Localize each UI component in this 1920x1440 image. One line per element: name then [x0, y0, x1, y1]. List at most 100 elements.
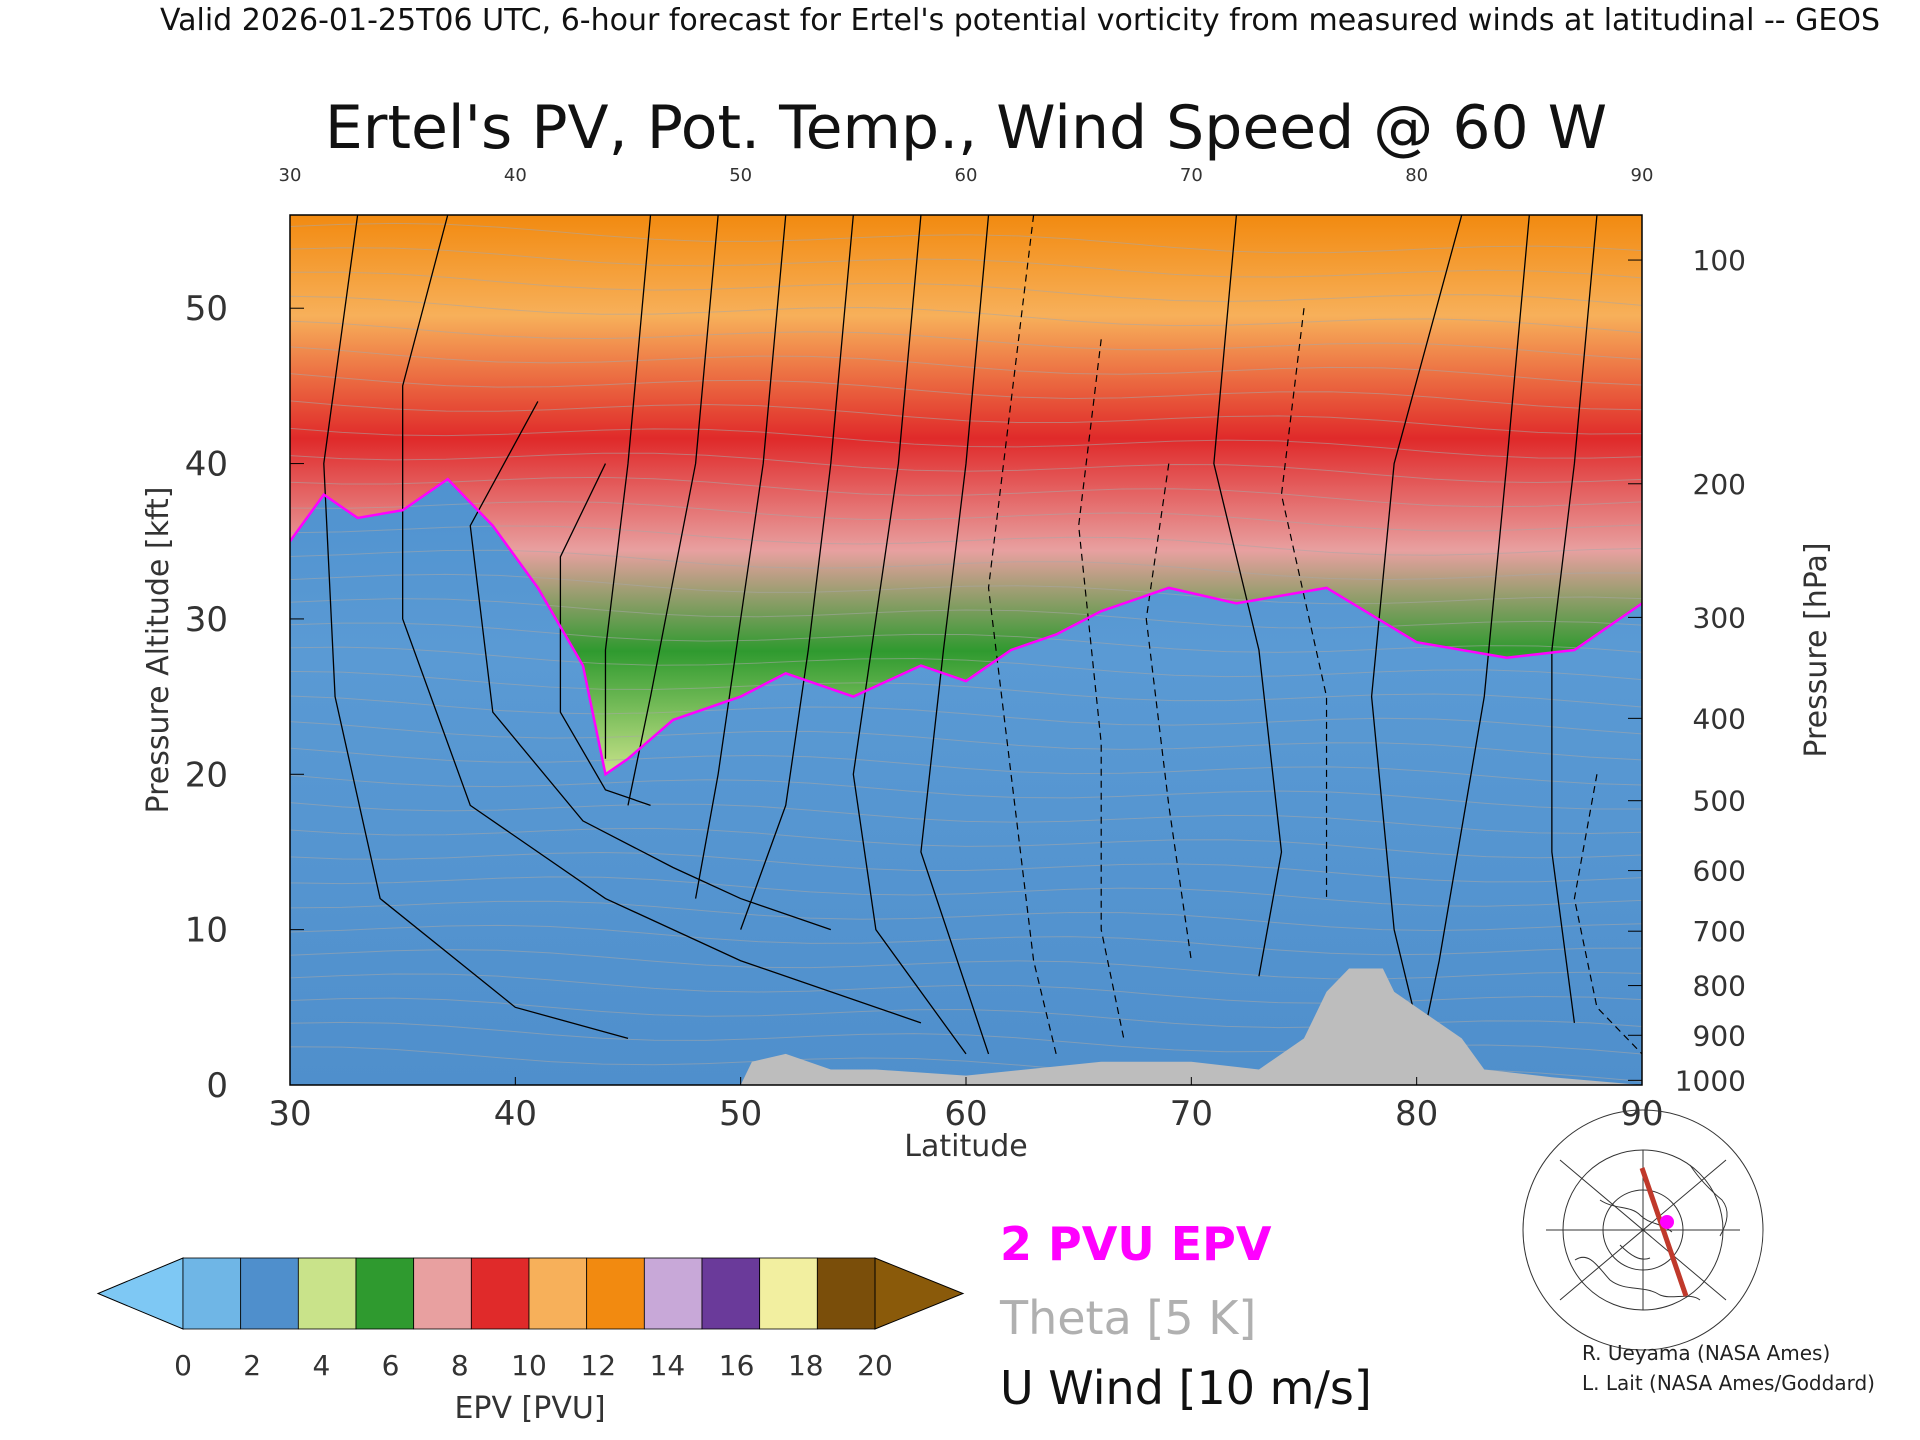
- theta-contour: [290, 573, 1642, 605]
- pressure-tick-label: 800: [1693, 970, 1746, 1003]
- top-tick-label: 30: [279, 165, 302, 186]
- top-tick-label: 50: [729, 165, 752, 186]
- colorbar-tick-label: 16: [719, 1349, 755, 1382]
- theta-contour: [290, 973, 1642, 1004]
- colorbar-swatch: [182, 1257, 242, 1330]
- theta-contour: [290, 695, 1642, 735]
- colorbar-tick-label: 8: [451, 1349, 469, 1382]
- theta-contour: [290, 346, 1642, 386]
- y-tick-label: 40: [185, 445, 228, 485]
- u-wind-contour: [1370, 215, 1463, 1024]
- u-wind-contour: [604, 215, 652, 759]
- pressure-tick-label: 100: [1693, 244, 1746, 277]
- colorbar-swatch: [759, 1257, 818, 1330]
- legend-epv: 2 PVU EPV: [1000, 1217, 1272, 1271]
- theta-contour: [290, 646, 1642, 681]
- y-axis: 0 10 20 30 40 50: [185, 289, 304, 1106]
- theta-contour: [290, 427, 1642, 459]
- theta-contour: [290, 549, 1642, 581]
- colorbar-tick-label: 4: [312, 1349, 330, 1382]
- u-wind-contour: [1551, 215, 1598, 1023]
- theta-contour: [290, 876, 1642, 907]
- colorbar-swatch: [240, 1257, 299, 1330]
- credit-line-1: R. Ueyama (NASA Ames): [1582, 1341, 1830, 1365]
- u-wind-contour: [1213, 215, 1283, 977]
- theta-contour: [290, 598, 1642, 629]
- u-wind-contour: [740, 215, 854, 930]
- u-wind-contour-negative: [1145, 463, 1192, 961]
- u-wind-contour: [1416, 215, 1530, 1070]
- colorbar-swatch: [586, 1257, 645, 1330]
- u-wind-contour: [469, 401, 832, 931]
- colorbar-swatch: [643, 1257, 703, 1330]
- pressure-tick-label: 600: [1693, 855, 1746, 888]
- top-tick-label: 40: [504, 165, 527, 186]
- inset-map: [1522, 1109, 1764, 1351]
- u-wind-contour-negative: [1280, 308, 1328, 899]
- colorbar-swatch: [355, 1257, 415, 1330]
- theta-contour: [290, 774, 1642, 810]
- pressure-tick-label: 300: [1693, 601, 1746, 634]
- colorbar-swatch: [297, 1257, 357, 1330]
- x-tick-label: 40: [494, 1094, 537, 1134]
- u-wind-contours: [323, 215, 1642, 1070]
- pressure-axis: 100 200 300 400 500 600 700 800 900 1000: [1628, 244, 1746, 1097]
- top-tick-label: 60: [955, 165, 978, 186]
- pressure-tick-label: 400: [1693, 702, 1746, 735]
- legend-u-wind: U Wind [10 m/s]: [1000, 1361, 1372, 1415]
- colorbar-tick-label: 20: [857, 1349, 893, 1382]
- pressure-tick-label: 900: [1693, 1019, 1746, 1052]
- theta-contour: [290, 247, 1642, 279]
- y-tick-label: 10: [185, 911, 228, 951]
- x-tick-label: 50: [719, 1094, 762, 1134]
- u-wind-contour: [559, 463, 651, 806]
- epv-colorbar: 0 2 4 6 8 10 12 14 16 18 20: [96, 1257, 965, 1382]
- theta-contour: [290, 373, 1642, 411]
- x-tick-label: 60: [944, 1094, 987, 1134]
- top-tick-label: 90: [1631, 165, 1654, 186]
- theta-contour: [290, 827, 1642, 859]
- x-tick-label: 30: [268, 1094, 311, 1134]
- y2-axis-label: Pressure [hPa]: [1799, 542, 1834, 757]
- u-wind-contour: [323, 215, 629, 1040]
- y-tick-label: 50: [185, 289, 228, 329]
- pressure-tick-label: 700: [1693, 915, 1746, 948]
- top-tick-label: 70: [1180, 165, 1203, 186]
- theta-contour: [290, 747, 1642, 786]
- colorbar-tick-label: 6: [382, 1349, 400, 1382]
- y-tick-label: 30: [185, 600, 228, 640]
- colorbar-tick-label: 12: [580, 1349, 616, 1382]
- theta-contour: [290, 320, 1642, 360]
- terrain-mask: [740, 968, 1642, 1085]
- header-text: Valid 2026-01-25T06 UTC, 6-hour forecast…: [160, 3, 1880, 38]
- colorbar-tick-label: 18: [788, 1349, 824, 1382]
- y-axis-label: Pressure Altitude [kft]: [141, 487, 176, 814]
- theta-contour: [290, 852, 1642, 883]
- theta-contour: [290, 271, 1642, 306]
- theta-contour: [290, 622, 1642, 653]
- u-wind-contour: [402, 215, 922, 1024]
- legend-theta: Theta [5 K]: [999, 1291, 1256, 1345]
- colorbar-swatch: [816, 1257, 876, 1330]
- pv-2-contour: [290, 477, 1642, 777]
- colorbar-tick-label: 2: [243, 1349, 261, 1382]
- colorbar-swatch: [470, 1257, 530, 1330]
- u-wind-contour: [627, 215, 719, 806]
- colorbar-swatch: [701, 1257, 761, 1330]
- colorbar-tick-label: 10: [511, 1349, 547, 1382]
- theta-contour: [290, 802, 1642, 834]
- u-wind-contour-negative: [1078, 339, 1125, 1039]
- u-wind-contour: [920, 215, 990, 1055]
- top-tick-label: 80: [1405, 165, 1428, 186]
- colorbar-label: EPV [PVU]: [454, 1391, 605, 1426]
- pressure-tick-label: 200: [1693, 468, 1746, 501]
- x-axis: 30 40 50 60 70 80 90: [268, 1077, 1664, 1134]
- pressure-tick-label: 500: [1693, 785, 1746, 818]
- theta-contour: [290, 400, 1642, 435]
- x-axis-label: Latitude: [904, 1129, 1027, 1164]
- theta-contour: [290, 476, 1642, 508]
- colorbar-over-arrow: [874, 1257, 965, 1330]
- u-wind-contour: [852, 215, 967, 1055]
- colorbar-under-arrow: [96, 1257, 184, 1330]
- plot-field: [290, 215, 1642, 1085]
